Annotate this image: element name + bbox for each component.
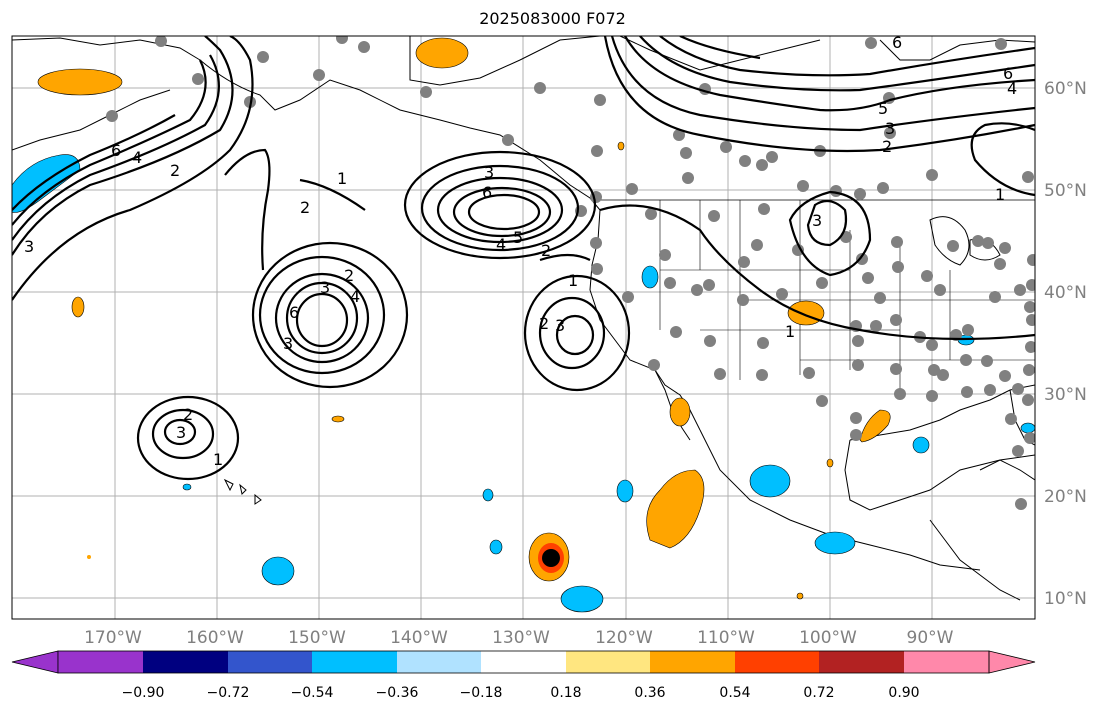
lon-label: 90°W [907,628,954,648]
station-markers [106,36,1035,510]
contour-label: 3 [484,163,494,182]
colorbar-outline [57,650,990,674]
contour-label: 3 [812,211,822,230]
longitude-labels: 170°W 160°W 150°W 140°W 130°W 120°W 110°… [84,628,954,648]
colorbar-label: −0.72 [207,685,250,701]
colorbar-extend-high [988,650,1036,674]
colorbar [11,650,1036,674]
contour-label: 3 [176,423,186,442]
contour-label: 1 [995,185,1005,204]
contour-label: 1 [785,322,795,341]
contour-label: 2 [541,241,551,260]
lon-label: 130°W [492,628,550,648]
colorbar-segment [228,651,312,673]
colorbar-label: 0.54 [719,685,750,701]
lat-label: 40°N [1044,283,1087,303]
contour-label: 1 [568,271,578,290]
contour-lines [12,36,1035,481]
lon-label: 120°W [595,628,653,648]
contour-label: 2 [539,314,549,333]
lon-label: 170°W [84,628,142,648]
colorbar-segment [819,651,904,673]
lat-label: 20°N [1044,487,1087,507]
contour-label: 5 [878,99,888,118]
latitude-labels: 60°N 50°N 40°N 30°N 20°N 10°N [1044,79,1087,609]
colorbar-segment [481,651,566,673]
colorbar-label: −0.90 [122,685,165,701]
contour-label: 2 [344,266,354,285]
colorbar-label: −0.36 [376,685,419,701]
lat-label: 50°N [1044,181,1087,201]
colorbar-segment [735,651,819,673]
contour-label: 4 [1007,79,1017,98]
colorbar-segment [650,651,735,673]
lon-label: 140°W [390,628,448,648]
colorbar-segment [143,651,228,673]
colorbar-segment [312,651,397,673]
contour-label: 2 [300,198,310,217]
contour-label: 6 [482,183,492,202]
contour-label: 6 [289,303,299,322]
colorbar-segment [397,651,481,673]
colorbar-label: 0.72 [803,685,834,701]
graticule [12,36,1035,619]
contour-label: 4 [132,148,142,167]
colorbar-label: 0.90 [888,685,919,701]
colorbar-segment [566,651,650,673]
contour-label: 3 [555,316,565,335]
colorbar-label: 0.36 [634,685,665,701]
colorbar-extend-low [11,650,59,674]
contour-label: 2 [882,137,892,156]
map-frame [11,35,1036,620]
lon-label: 110°W [697,628,755,648]
colorbar-label: 0.18 [550,685,581,701]
contour-label-group: 1 1 1 1 1 2 2 2 2 2 2 2 3 3 3 3 3 3 3 3 … [24,33,1017,469]
contour-label: 1 [213,450,223,469]
contour-label: 3 [320,278,330,297]
contour-label: 3 [885,119,895,138]
contour-label: 4 [496,235,506,254]
lon-label: 100°W [799,628,857,648]
contour-label: 6 [892,33,902,52]
contour-label: 5 [513,228,523,247]
colorbar-segment [58,651,143,673]
contour-label: 3 [283,334,293,353]
map-title: 2025083000 F072 [479,9,626,28]
lon-label: 150°W [288,628,346,648]
colorbar-label: −0.54 [291,685,334,701]
contour-label: 2 [183,405,193,424]
colorbar-label: −0.18 [460,685,503,701]
contour-label: 6 [1003,64,1013,83]
coastlines [12,36,1035,601]
colorbar-labels: −0.90 −0.72 −0.54 −0.36 −0.18 0.18 0.36 … [122,685,920,701]
contour-label: 4 [350,287,360,306]
colorbar-segment [904,651,989,673]
lat-label: 60°N [1044,79,1087,99]
contour-label: 2 [170,161,180,180]
contour-label: 3 [24,237,34,256]
lat-label: 10°N [1044,589,1087,609]
contour-label: 6 [111,141,121,160]
contour-label: 1 [337,169,347,188]
lon-label: 160°W [186,628,244,648]
lat-label: 30°N [1044,385,1087,405]
